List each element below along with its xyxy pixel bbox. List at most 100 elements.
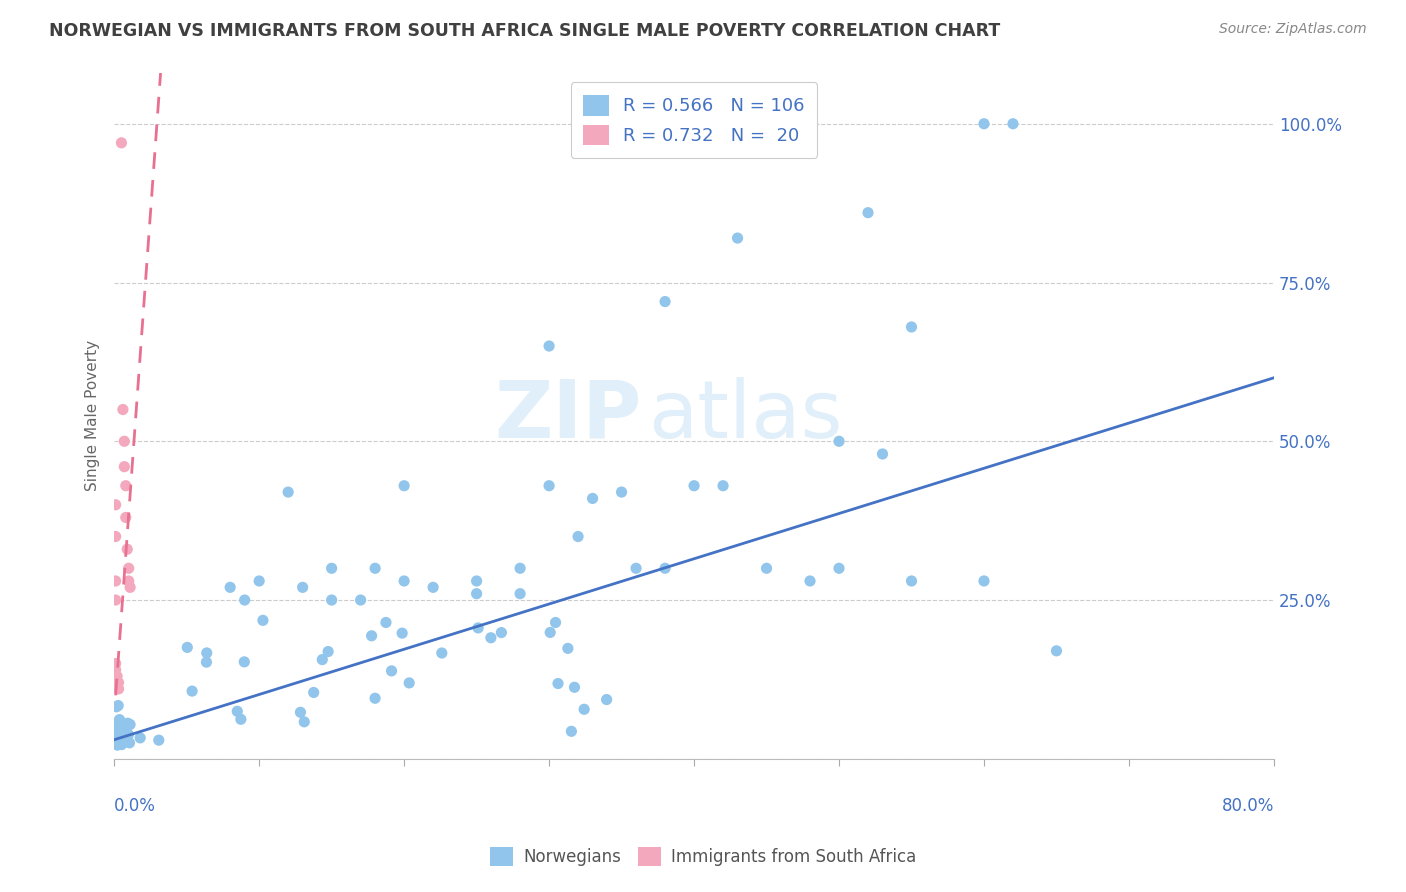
Point	[105, 738, 128, 752]
Point	[564, 680, 586, 694]
Point	[105, 736, 128, 750]
Point	[538, 625, 561, 640]
Point	[544, 615, 567, 630]
Point	[148, 733, 170, 747]
Point	[118, 717, 141, 731]
Point	[115, 727, 138, 741]
Point	[547, 676, 569, 690]
Point	[111, 736, 134, 750]
Point	[107, 675, 129, 690]
Point	[311, 652, 333, 666]
Point	[111, 735, 134, 749]
Point	[118, 736, 141, 750]
Point	[176, 640, 198, 655]
Point	[872, 447, 894, 461]
Point	[129, 731, 152, 745]
Point	[364, 561, 387, 575]
Legend: Norwegians, Immigrants from South Africa: Norwegians, Immigrants from South Africa	[484, 840, 922, 873]
Point	[195, 655, 218, 669]
Point	[219, 580, 242, 594]
Point	[107, 738, 129, 752]
Point	[111, 719, 134, 733]
Point	[321, 561, 343, 575]
Point	[422, 580, 444, 594]
Point	[112, 459, 135, 474]
Point	[467, 621, 489, 635]
Point	[391, 626, 413, 640]
Point	[104, 663, 127, 677]
Point	[110, 738, 132, 752]
Point	[392, 479, 415, 493]
Point	[115, 542, 138, 557]
Point	[111, 721, 134, 735]
Point	[727, 231, 749, 245]
Point	[1045, 644, 1067, 658]
Point	[595, 692, 617, 706]
Point	[105, 717, 128, 731]
Point	[973, 574, 995, 588]
Point	[107, 698, 129, 713]
Point	[364, 691, 387, 706]
Point	[572, 702, 595, 716]
Point	[104, 529, 127, 543]
Point	[799, 574, 821, 588]
Point	[118, 574, 141, 588]
Point	[108, 714, 131, 728]
Point	[291, 580, 314, 594]
Point	[560, 724, 582, 739]
Point	[711, 479, 734, 493]
Legend: R = 0.566   N = 106, R = 0.732   N =  20: R = 0.566 N = 106, R = 0.732 N = 20	[571, 82, 817, 158]
Point	[465, 574, 488, 588]
Point	[110, 136, 132, 150]
Point	[105, 699, 128, 714]
Point	[105, 736, 128, 750]
Point	[111, 402, 134, 417]
Point	[105, 675, 128, 690]
Point	[111, 731, 134, 746]
Text: 0.0%: 0.0%	[114, 797, 156, 814]
Point	[107, 681, 129, 696]
Point	[1001, 117, 1024, 131]
Point	[360, 629, 382, 643]
Point	[107, 737, 129, 751]
Point	[108, 736, 131, 750]
Point	[195, 646, 218, 660]
Point	[115, 721, 138, 735]
Point	[114, 479, 136, 493]
Point	[479, 631, 502, 645]
Text: Source: ZipAtlas.com: Source: ZipAtlas.com	[1219, 22, 1367, 37]
Point	[610, 485, 633, 500]
Point	[321, 593, 343, 607]
Point	[316, 644, 339, 658]
Point	[509, 561, 531, 575]
Point	[900, 320, 922, 334]
Point	[107, 736, 129, 750]
Point	[973, 117, 995, 131]
Point	[104, 498, 127, 512]
Point	[108, 713, 131, 727]
Point	[181, 684, 204, 698]
Point	[828, 561, 851, 575]
Point	[392, 574, 415, 588]
Point	[118, 561, 141, 575]
Point	[107, 723, 129, 738]
Point	[375, 615, 398, 630]
Point	[110, 731, 132, 746]
Point	[105, 730, 128, 744]
Point	[654, 561, 676, 575]
Point	[755, 561, 778, 575]
Point	[112, 434, 135, 449]
Point	[233, 593, 256, 607]
Point	[233, 655, 256, 669]
Point	[557, 641, 579, 656]
Point	[104, 657, 127, 671]
Point	[683, 479, 706, 493]
Point	[114, 510, 136, 524]
Point	[567, 529, 589, 543]
Point	[104, 593, 127, 607]
Y-axis label: Single Male Poverty: Single Male Poverty	[86, 341, 100, 491]
Point	[117, 716, 139, 731]
Point	[111, 738, 134, 752]
Point	[538, 479, 561, 493]
Point	[292, 714, 315, 729]
